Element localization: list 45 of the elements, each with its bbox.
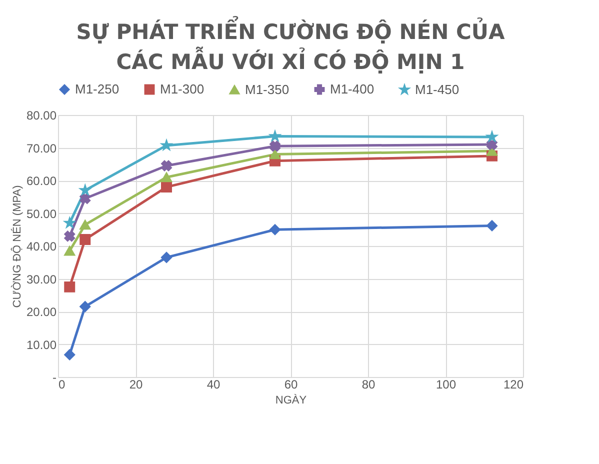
legend-label: M1-350 <box>245 82 290 97</box>
point <box>161 160 172 172</box>
point <box>80 234 91 245</box>
point <box>270 130 280 141</box>
y-axis-title: CƯỜNG ĐỘ NÉN (MPA) <box>10 185 24 308</box>
y-tick-label: 40.00 <box>26 240 57 254</box>
y-tick-label: 70.00 <box>26 141 57 156</box>
point <box>161 182 172 193</box>
point <box>161 252 172 263</box>
x-axis-title: NGÀY <box>275 394 308 406</box>
y-tick-label: 60.00 <box>26 174 57 188</box>
legend-label: M1-250 <box>75 82 120 97</box>
point <box>270 149 280 160</box>
x-tick-label: 60 <box>284 378 298 392</box>
point <box>161 172 172 182</box>
point <box>486 220 498 232</box>
point <box>64 349 76 360</box>
y-tick-label: 30.00 <box>26 272 57 286</box>
point <box>270 224 280 236</box>
x-tick-label: 40 <box>206 378 220 392</box>
point <box>80 301 91 312</box>
x-tick-label: 0 <box>58 378 66 392</box>
y-tick-label: - <box>52 370 56 384</box>
point <box>80 220 91 230</box>
point <box>486 139 498 150</box>
point <box>64 246 76 256</box>
x-tick-label: 20 <box>129 378 143 392</box>
x-tick-label: 120 <box>503 378 524 392</box>
legend-label: M1-300 <box>160 82 204 97</box>
point <box>64 281 76 292</box>
y-tick-label: 10.00 <box>26 338 57 352</box>
point <box>80 193 91 204</box>
legend-label: M1-400 <box>330 82 374 97</box>
point <box>270 140 280 152</box>
legend-label: M1-450 <box>415 82 460 97</box>
point <box>161 140 172 150</box>
y-tick-label: 20.00 <box>26 305 57 319</box>
x-tick-label: 80 <box>362 378 376 392</box>
y-tick-label: 50.00 <box>26 206 57 221</box>
point <box>80 184 90 195</box>
y-tick-label: 80.00 <box>26 108 57 122</box>
point <box>64 218 75 228</box>
point <box>486 131 498 142</box>
point <box>64 230 76 242</box>
x-tick-label: 100 <box>436 378 456 392</box>
